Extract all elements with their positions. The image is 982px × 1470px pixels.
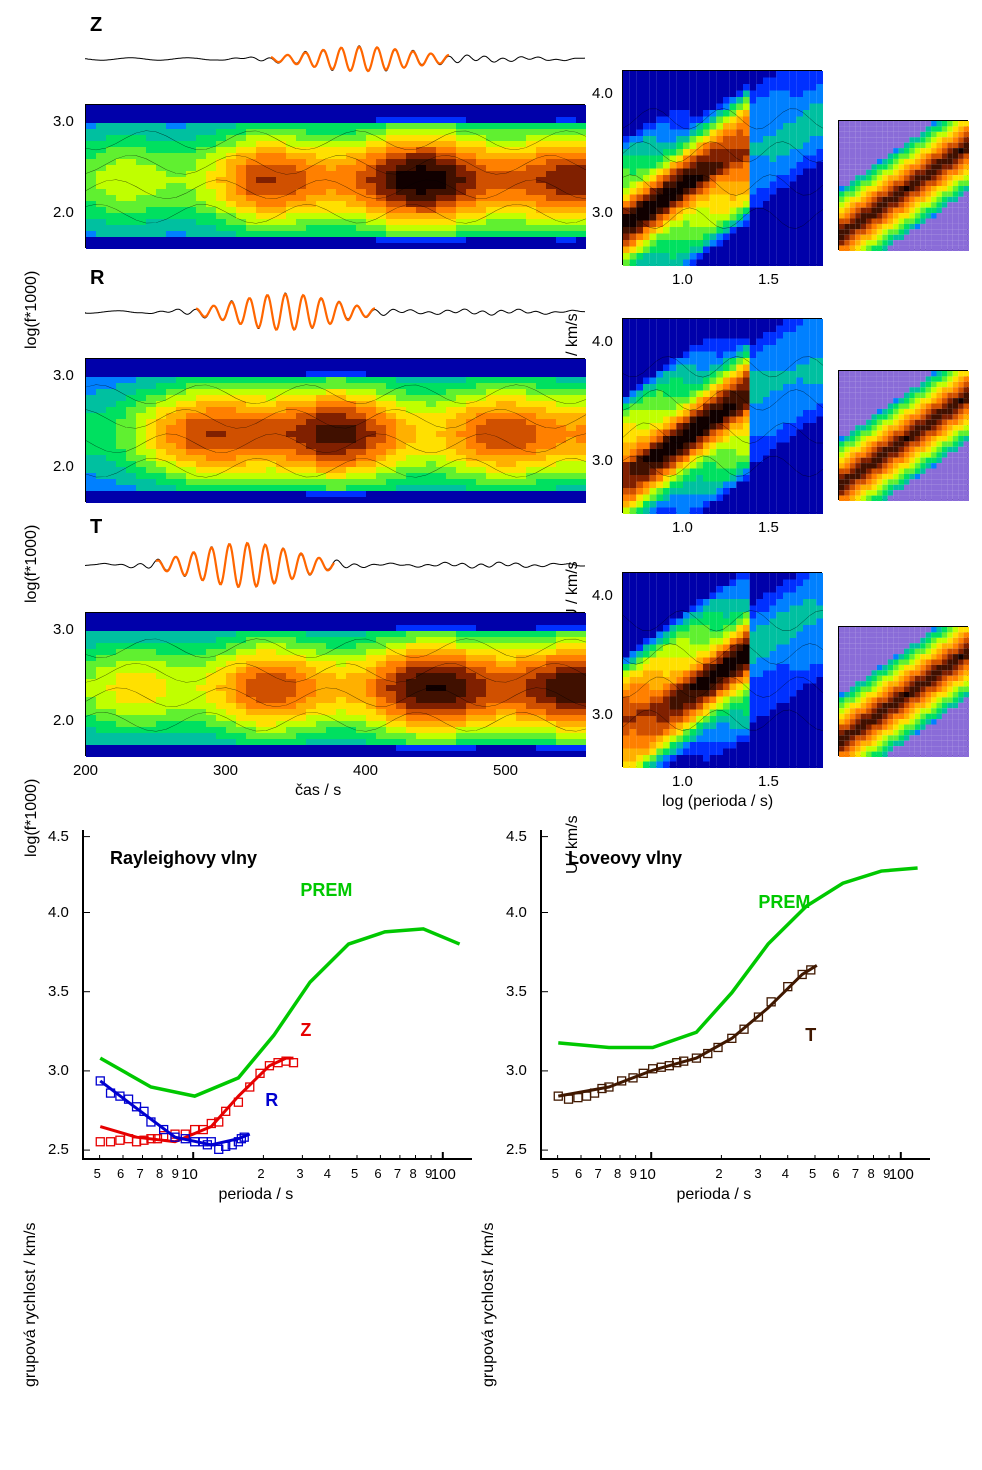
label: 4	[324, 1166, 331, 1181]
label: 2.5	[506, 1141, 527, 1158]
label: 4.5	[506, 828, 527, 845]
label: 8	[410, 1166, 417, 1181]
label: 3.0	[53, 367, 74, 384]
label: čas / s	[295, 782, 341, 800]
label: Loveovy vlny	[568, 848, 682, 869]
label: R	[265, 1090, 278, 1111]
label: log(f*1000)	[23, 746, 41, 890]
label: 6	[832, 1166, 839, 1181]
label: 8	[868, 1166, 875, 1181]
dispersion-heatmap-Z	[622, 70, 822, 265]
label: 6	[117, 1166, 124, 1181]
label: perioda / s	[677, 1186, 752, 1204]
label: 8	[614, 1166, 621, 1181]
label: log(f*1000)	[23, 492, 41, 636]
label: 500	[493, 762, 518, 779]
label: 3.0	[592, 452, 613, 469]
label: 6	[575, 1166, 582, 1181]
label: 3	[754, 1166, 761, 1181]
label: 3.0	[592, 706, 613, 723]
label: 4.0	[506, 904, 527, 921]
spectrogram-Z	[85, 104, 585, 248]
label: 1.0	[672, 519, 693, 536]
label: PREM	[300, 880, 352, 901]
label: 4.0	[592, 587, 613, 604]
label: 10	[181, 1166, 198, 1183]
label: 2.0	[53, 712, 74, 729]
label: 9	[172, 1166, 179, 1181]
label: 4.0	[48, 904, 69, 921]
label: 200	[73, 762, 98, 779]
mini-heatmap-T	[838, 626, 968, 756]
label: 3	[296, 1166, 303, 1181]
label: 9	[425, 1166, 432, 1181]
label: 9	[883, 1166, 890, 1181]
label: 1.0	[672, 773, 693, 790]
label: 7	[852, 1166, 859, 1181]
label: PREM	[758, 892, 810, 913]
label: 5	[552, 1166, 559, 1181]
label: 7	[394, 1166, 401, 1181]
label: 5	[94, 1166, 101, 1181]
label: 4.0	[592, 85, 613, 102]
label: 3.0	[48, 1062, 69, 1079]
label: 7	[595, 1166, 602, 1181]
label: 400	[353, 762, 378, 779]
label: 2.0	[53, 458, 74, 475]
label: 100	[431, 1166, 456, 1183]
label: Rayleighovy vlny	[110, 848, 257, 869]
dispersion-heatmap-T	[622, 572, 822, 767]
label: 8	[156, 1166, 163, 1181]
label: 2.5	[48, 1141, 69, 1158]
label: 2	[715, 1166, 722, 1181]
label: log (perioda / s)	[662, 793, 773, 811]
label: 2.0	[53, 204, 74, 221]
label: 4.5	[48, 828, 69, 845]
waveform-T	[85, 530, 585, 600]
mini-heatmap-R	[838, 370, 968, 500]
mini-heatmap-Z	[838, 120, 968, 250]
label: 5	[809, 1166, 816, 1181]
label: 1.0	[672, 271, 693, 288]
label: Z	[300, 1020, 311, 1041]
label: 3.0	[53, 621, 74, 638]
label: 3.5	[506, 983, 527, 1000]
label: 1.5	[758, 773, 779, 790]
label: 3.0	[506, 1062, 527, 1079]
spectrogram-T	[85, 612, 585, 756]
dispersion-heatmap-R	[622, 318, 822, 513]
label: log(f*1000)	[23, 238, 41, 382]
label: 3.0	[53, 113, 74, 130]
label: 100	[889, 1166, 914, 1183]
label: 300	[213, 762, 238, 779]
label: grupová rychlost / km/s	[22, 1140, 40, 1470]
label: T	[805, 1025, 816, 1046]
label: 3.0	[592, 204, 613, 221]
label: 1.5	[758, 519, 779, 536]
waveform-Z	[85, 24, 585, 94]
label: 7	[137, 1166, 144, 1181]
waveform-R	[85, 277, 585, 347]
label: 2	[257, 1166, 264, 1181]
label: 6	[374, 1166, 381, 1181]
label: perioda / s	[219, 1186, 294, 1204]
label: 4	[782, 1166, 789, 1181]
label: 9	[630, 1166, 637, 1181]
label: 4.0	[592, 333, 613, 350]
spectrogram-R	[85, 358, 585, 502]
label: grupová rychlost / km/s	[480, 1140, 498, 1470]
label: 10	[639, 1166, 656, 1183]
label: 1.5	[758, 271, 779, 288]
label: 5	[351, 1166, 358, 1181]
label: 3.5	[48, 983, 69, 1000]
dispersion-chart-love	[540, 830, 930, 1160]
